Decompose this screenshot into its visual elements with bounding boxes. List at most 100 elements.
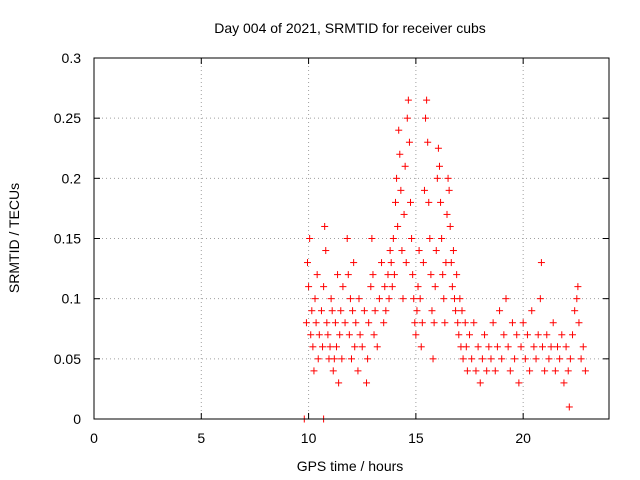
data-point bbox=[384, 271, 392, 279]
data-point bbox=[459, 355, 467, 363]
data-point bbox=[476, 379, 484, 387]
data-point bbox=[386, 247, 394, 255]
data-point bbox=[308, 307, 316, 315]
data-point bbox=[371, 307, 379, 315]
data-point bbox=[409, 271, 417, 279]
data-point bbox=[443, 210, 451, 218]
data-point bbox=[395, 126, 403, 134]
data-point bbox=[422, 114, 430, 122]
data-point bbox=[336, 331, 344, 339]
data-point bbox=[581, 367, 589, 375]
data-point bbox=[413, 307, 421, 315]
data-point bbox=[452, 307, 460, 315]
data-point bbox=[305, 283, 313, 291]
data-point bbox=[474, 343, 482, 351]
data-point bbox=[565, 403, 573, 411]
data-point bbox=[306, 235, 314, 242]
y-tick-label: 0.1 bbox=[62, 291, 82, 307]
data-point bbox=[446, 222, 454, 230]
x-axis-title: GPS time / hours bbox=[297, 458, 404, 474]
data-point bbox=[579, 343, 587, 351]
data-points bbox=[300, 96, 589, 423]
y-tick-label: 0.15 bbox=[54, 231, 81, 247]
data-point bbox=[396, 150, 404, 158]
data-point bbox=[345, 331, 353, 339]
data-point bbox=[394, 222, 402, 230]
data-point bbox=[453, 271, 461, 279]
y-tick-label: 0 bbox=[73, 411, 81, 427]
data-point bbox=[566, 355, 574, 363]
data-point bbox=[389, 235, 397, 242]
data-point bbox=[449, 247, 457, 255]
data-point bbox=[319, 343, 327, 351]
data-point bbox=[485, 343, 493, 351]
data-point bbox=[430, 319, 438, 327]
data-point bbox=[432, 247, 440, 255]
data-point bbox=[365, 319, 373, 327]
data-point bbox=[569, 331, 577, 339]
data-point bbox=[444, 174, 452, 182]
data-point bbox=[437, 198, 445, 206]
data-point bbox=[424, 138, 432, 146]
data-point bbox=[314, 355, 322, 363]
data-point bbox=[489, 319, 497, 327]
data-point bbox=[496, 307, 504, 315]
data-point bbox=[416, 295, 424, 303]
data-point bbox=[381, 283, 389, 291]
data-point bbox=[390, 271, 398, 279]
x-tick-label: 10 bbox=[301, 430, 317, 446]
data-point bbox=[360, 307, 368, 315]
data-point bbox=[307, 331, 315, 339]
data-point bbox=[513, 331, 521, 339]
data-point bbox=[327, 295, 335, 303]
data-point bbox=[339, 283, 347, 291]
data-point bbox=[351, 343, 359, 351]
data-point bbox=[447, 259, 455, 267]
data-point bbox=[393, 174, 401, 182]
data-point bbox=[408, 235, 416, 242]
data-point bbox=[498, 355, 506, 363]
data-point bbox=[462, 343, 470, 351]
data-point bbox=[346, 295, 354, 303]
data-point bbox=[530, 343, 538, 351]
data-point bbox=[352, 319, 360, 327]
data-point bbox=[368, 235, 376, 242]
data-point bbox=[523, 331, 531, 339]
data-point bbox=[478, 355, 486, 363]
data-point bbox=[426, 235, 434, 242]
data-point bbox=[363, 379, 371, 387]
data-point bbox=[434, 144, 442, 152]
data-point bbox=[329, 367, 337, 375]
data-point bbox=[317, 307, 325, 315]
data-point bbox=[328, 307, 336, 315]
x-tick-label: 15 bbox=[408, 430, 424, 446]
data-point bbox=[404, 96, 412, 104]
chart-title: Day 004 of 2021, SRMTID for receiver cub… bbox=[214, 20, 486, 36]
data-point bbox=[458, 307, 466, 315]
data-point bbox=[441, 319, 449, 327]
data-point bbox=[355, 295, 363, 303]
data-point bbox=[380, 319, 388, 327]
x-tick-label: 0 bbox=[90, 430, 98, 446]
data-point bbox=[370, 331, 378, 339]
data-point bbox=[315, 331, 323, 339]
data-point bbox=[556, 355, 564, 363]
data-point bbox=[519, 319, 527, 327]
y-tick-label: 0.05 bbox=[54, 351, 81, 367]
data-point bbox=[483, 367, 491, 375]
data-point bbox=[455, 331, 463, 339]
data-point bbox=[573, 295, 581, 303]
data-point bbox=[528, 307, 536, 315]
data-point bbox=[382, 307, 390, 315]
data-point bbox=[387, 259, 395, 267]
data-point bbox=[349, 307, 357, 315]
data-point bbox=[373, 343, 381, 351]
data-point bbox=[545, 355, 553, 363]
data-point bbox=[515, 379, 523, 387]
data-point bbox=[470, 319, 478, 327]
data-point bbox=[429, 355, 437, 363]
data-point bbox=[502, 295, 510, 303]
data-point bbox=[302, 319, 310, 327]
data-point bbox=[407, 198, 415, 206]
